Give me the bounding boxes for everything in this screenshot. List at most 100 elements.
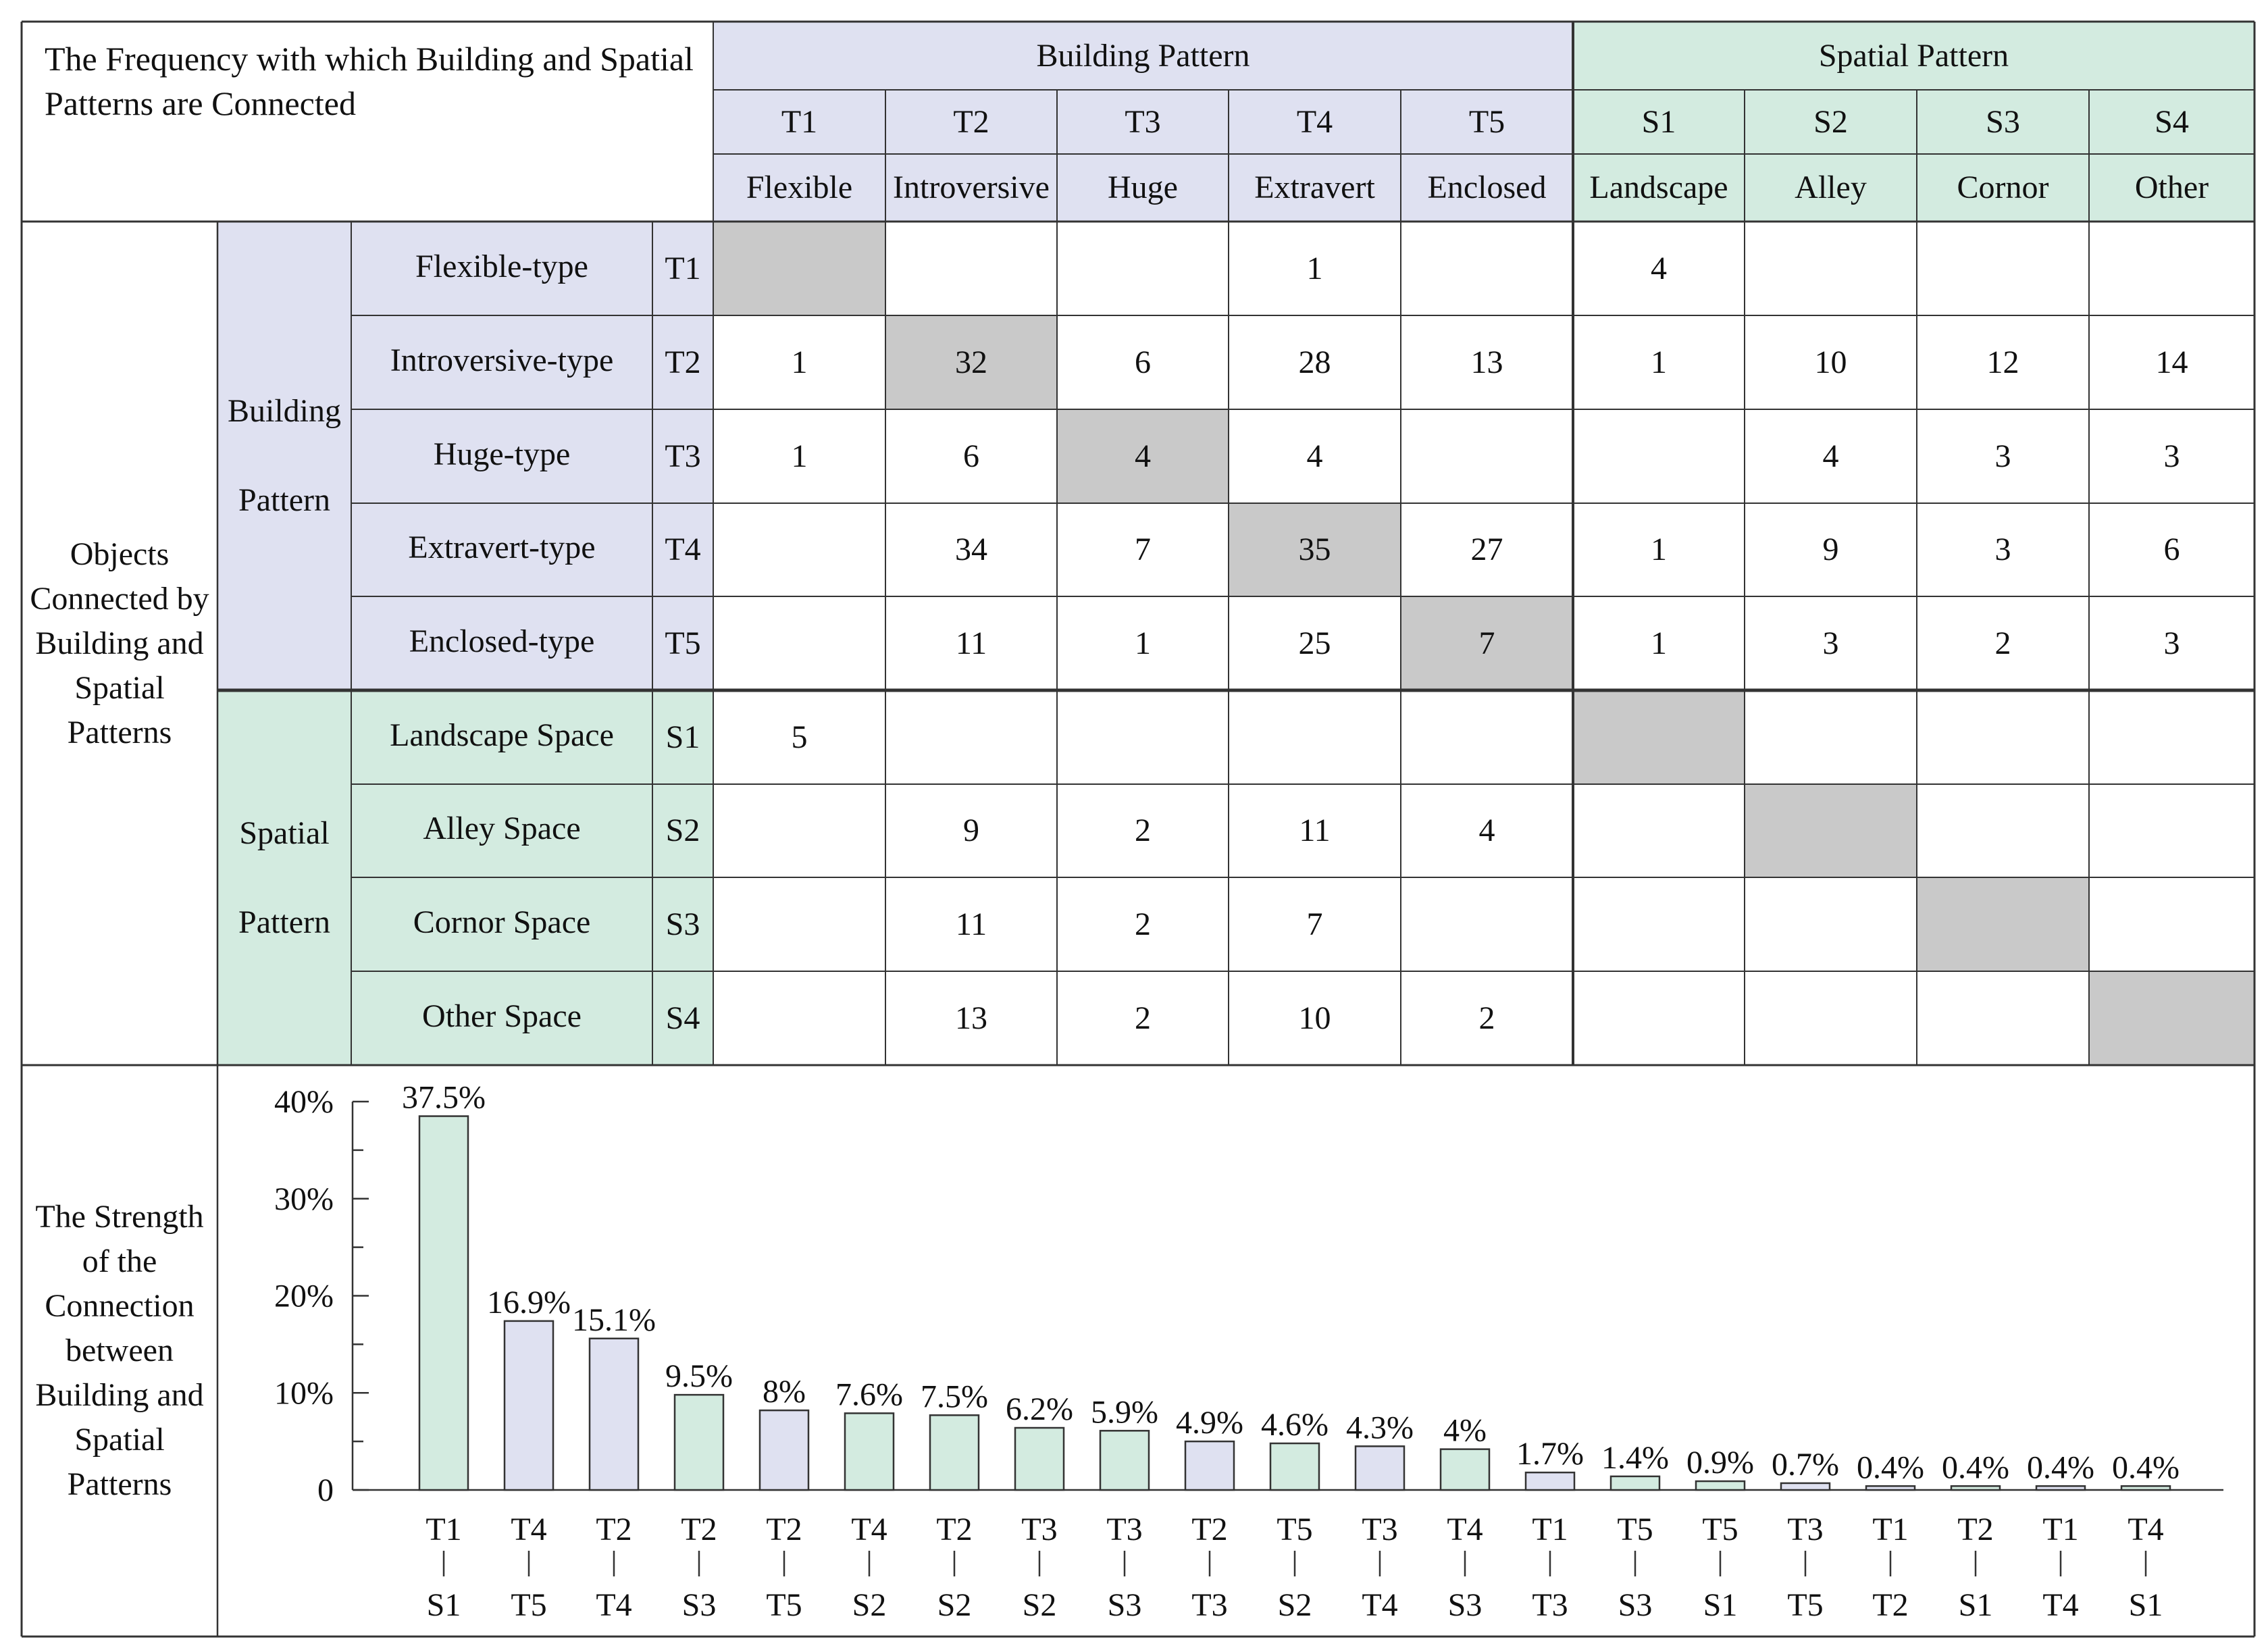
x-tick-label-top: T3: [1021, 1512, 1057, 1547]
x-tick-label-bottom: T3: [1532, 1587, 1568, 1623]
data-label: 0.4%: [1857, 1449, 1924, 1485]
y-tick-label: 20%: [274, 1279, 334, 1314]
bar: [503, 1320, 555, 1491]
row-name-label: Extravert-type: [351, 503, 652, 596]
y-tick-label: 30%: [274, 1181, 334, 1217]
table-cell: 9: [963, 813, 979, 848]
table-cell: 4: [1306, 438, 1323, 474]
x-tick-label-top: T4: [1447, 1512, 1483, 1547]
x-tick-label-top: T1: [426, 1512, 461, 1547]
row-code-label: T4: [652, 503, 713, 596]
data-label: 4.3%: [1346, 1410, 1414, 1445]
x-tick-label-bottom: S3: [1618, 1587, 1653, 1623]
column-name-header: Alley: [1745, 154, 1917, 222]
x-tick-label-top: T2: [596, 1512, 632, 1547]
table-cell: 2: [1135, 906, 1151, 942]
x-tick-label-bottom: T5: [766, 1587, 802, 1623]
table-cell: 11: [955, 625, 987, 661]
table-cell: 28: [1298, 344, 1331, 380]
y-axis-label: The Strength of the Connection between B…: [35, 1199, 204, 1502]
column-code-header: T5: [1401, 90, 1573, 154]
group-header-building: Building Pattern: [713, 22, 1573, 90]
table-cell: 4: [1822, 438, 1839, 474]
column-name-header: Introversive: [885, 154, 1057, 222]
bar: [1184, 1440, 1235, 1491]
x-tick-label-bottom: T3: [1191, 1587, 1227, 1623]
diagonal-cell: [1745, 784, 1917, 877]
x-tick-label-bottom: T4: [1362, 1587, 1397, 1623]
data-label: 7.5%: [921, 1379, 988, 1414]
x-tick-label-top: T3: [1362, 1512, 1397, 1547]
column-code-header: S3: [1917, 90, 2089, 154]
table-cell: 4: [1651, 250, 1667, 286]
table-title: The Frequency with which Building and Sp…: [45, 40, 694, 122]
data-label: 7.6%: [835, 1376, 903, 1412]
diagonal-cell: 4: [1057, 409, 1229, 503]
x-tick-label-top: T2: [1191, 1512, 1227, 1547]
table-cell: 13: [1470, 344, 1503, 380]
row-code-label: S2: [652, 784, 713, 877]
bar: [1865, 1485, 1916, 1491]
table-cell: 14: [2155, 344, 2188, 380]
data-label: 0.7%: [1772, 1447, 1839, 1483]
table-cell: 11: [1299, 813, 1331, 848]
table-cell: 2: [1135, 813, 1151, 848]
data-label: 9.5%: [665, 1358, 733, 1394]
table-cell: 27: [1470, 532, 1503, 567]
row-name-label: Alley Space: [351, 784, 652, 877]
bar: [758, 1409, 810, 1491]
y-tick-label: 40%: [274, 1084, 334, 1120]
bar: [673, 1393, 725, 1491]
table-cell: 25: [1298, 625, 1331, 661]
data-label: 8%: [763, 1374, 806, 1410]
row-name-label: Flexible-type: [351, 222, 652, 315]
data-label: 4%: [1443, 1413, 1487, 1449]
diagonal-cell: [713, 222, 885, 315]
column-name-header: Other: [2089, 154, 2254, 222]
data-label: 0.4%: [2112, 1449, 2180, 1485]
bar: [1695, 1480, 1746, 1491]
bar: [1099, 1430, 1150, 1491]
table-cell: 1: [1651, 532, 1667, 567]
row-code-label: T3: [652, 409, 713, 503]
bar: [1780, 1482, 1831, 1491]
x-tick-label-top: T4: [851, 1512, 887, 1547]
diagonal-cell: [2089, 971, 2254, 1065]
y-tick-label: 10%: [274, 1375, 334, 1411]
data-label: 4.9%: [1176, 1405, 1243, 1441]
x-tick-label-top: T1: [2042, 1512, 2078, 1547]
column-name-header: Cornor: [1917, 154, 2089, 222]
row-name-label: Huge-type: [351, 409, 652, 503]
bar: [418, 1115, 469, 1491]
table-cell: 12: [1986, 344, 2019, 380]
x-tick-label-top: T1: [1532, 1512, 1568, 1547]
x-tick-label-top: T2: [936, 1512, 972, 1547]
data-label: 0.4%: [1942, 1449, 2009, 1485]
data-label: 0.4%: [2027, 1449, 2094, 1485]
diagonal-cell: 32: [885, 315, 1057, 409]
diagonal-cell: [1573, 690, 1745, 784]
row-name-label: Cornor Space: [351, 877, 652, 971]
table-cell: 5: [791, 719, 808, 755]
row-code-label: S1: [652, 690, 713, 784]
x-tick-label-bottom: S1: [1959, 1587, 1993, 1623]
table-cell: 1: [1651, 625, 1667, 661]
x-tick-label-bottom: S3: [1448, 1587, 1483, 1623]
x-tick-label-bottom: S1: [1703, 1587, 1738, 1623]
data-label: 4.6%: [1261, 1407, 1329, 1443]
y-tick-label: 0: [317, 1472, 334, 1508]
table-cell: 3: [1994, 532, 2011, 567]
bar: [588, 1337, 640, 1491]
table-cell: 1: [1651, 344, 1667, 380]
row-name-label: Introversive-type: [351, 315, 652, 409]
column-name-header: Extravert: [1229, 154, 1401, 222]
bar: [1609, 1475, 1661, 1491]
x-tick-label-top: T3: [1787, 1512, 1823, 1547]
bar: [1354, 1445, 1406, 1491]
row-name-label: Landscape Space: [351, 690, 652, 784]
x-tick-label-bottom: S1: [427, 1587, 461, 1623]
bar: [2120, 1485, 2171, 1491]
table-cell: 7: [1135, 532, 1151, 567]
